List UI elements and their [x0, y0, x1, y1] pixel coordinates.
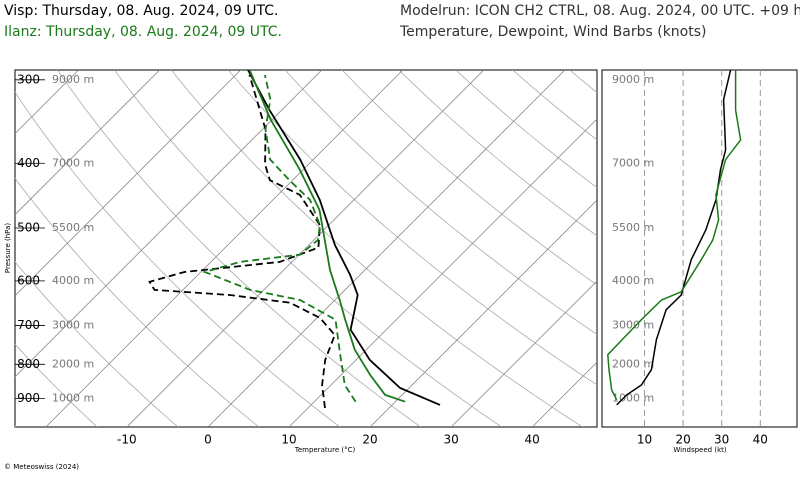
dry-adiabat [228, 70, 663, 427]
y-tick-label: 500 [17, 220, 40, 234]
height-label: 1000 m [52, 391, 94, 404]
x-tick-label: 30 [714, 433, 729, 447]
x-axis-label: Windspeed (kt) [673, 446, 726, 454]
height-label: 3000 m [612, 319, 654, 332]
y-tick-label: 900 [17, 391, 40, 405]
dry-adiabat [513, 70, 800, 427]
station-title: Ilanz: Thursday, 08. Aug. 2024, 09 UTC. [4, 24, 282, 40]
isotherm [127, 70, 484, 427]
height-label: 5500 m [52, 221, 94, 234]
height-label: 5500 m [612, 221, 654, 234]
station-title: Visp: Thursday, 08. Aug. 2024, 09 UTC. [4, 3, 278, 19]
x-tick-label: 30 [443, 433, 458, 447]
isotherm [289, 70, 646, 427]
isotherm [0, 70, 160, 427]
isotherm [208, 70, 565, 427]
y-tick-label: 700 [17, 318, 40, 332]
height-label: 9000 m [52, 73, 94, 86]
frame [15, 70, 597, 427]
plot-area [608, 70, 761, 427]
y-tick-label: 300 [17, 72, 40, 86]
x-tick-label: 40 [525, 433, 540, 447]
dry-adiabat [1, 70, 340, 427]
x-tick-label: 20 [675, 433, 690, 447]
dry-adiabat [0, 70, 178, 427]
y-tick-label: 600 [17, 273, 40, 287]
dry-adiabat [0, 70, 259, 427]
height-label: 4000 m [52, 274, 94, 287]
x-tick-label: 10 [637, 433, 652, 447]
height-label: 7000 m [52, 156, 94, 169]
wind-line [608, 70, 741, 400]
y-axis-label: Pressure (hPa) [4, 223, 12, 273]
x-axis-label: Temperature (°C) [294, 446, 356, 454]
dry-adiabat [627, 70, 800, 427]
dry-adiabat [58, 70, 421, 427]
x-tick-label: 0 [204, 433, 212, 447]
height-label: 2000 m [612, 357, 654, 370]
y-tick-label: 800 [17, 357, 40, 371]
dry-adiabat [683, 70, 800, 427]
dry-adiabat [171, 70, 582, 427]
isotherm [370, 70, 727, 427]
x-tick-label: 20 [362, 433, 377, 447]
profile-line [150, 75, 335, 408]
profile-line [248, 70, 440, 405]
x-tick-label: -10 [117, 433, 137, 447]
dry-adiabat [740, 70, 800, 427]
dry-adiabat [399, 70, 800, 427]
dry-adiabat [456, 70, 800, 427]
dry-adiabat [285, 70, 744, 427]
dry-adiabat [570, 70, 800, 427]
height-label: 3000 m [52, 319, 94, 332]
plot-area [0, 70, 800, 427]
x-tick-label: 10 [281, 433, 296, 447]
frame [602, 70, 797, 427]
height-label: 9000 m [612, 73, 654, 86]
x-tick-label: 40 [753, 433, 768, 447]
height-label: 7000 m [612, 156, 654, 169]
y-tick-label: 400 [17, 156, 40, 170]
height-label: 4000 m [612, 274, 654, 287]
height-label: 2000 m [52, 357, 94, 370]
model-run: Modelrun: ICON CH2 CTRL, 08. Aug. 2024, … [400, 3, 800, 19]
subtitle: Temperature, Dewpoint, Wind Barbs (knots… [399, 24, 707, 40]
copyright: © Meteoswiss (2024) [4, 463, 79, 471]
